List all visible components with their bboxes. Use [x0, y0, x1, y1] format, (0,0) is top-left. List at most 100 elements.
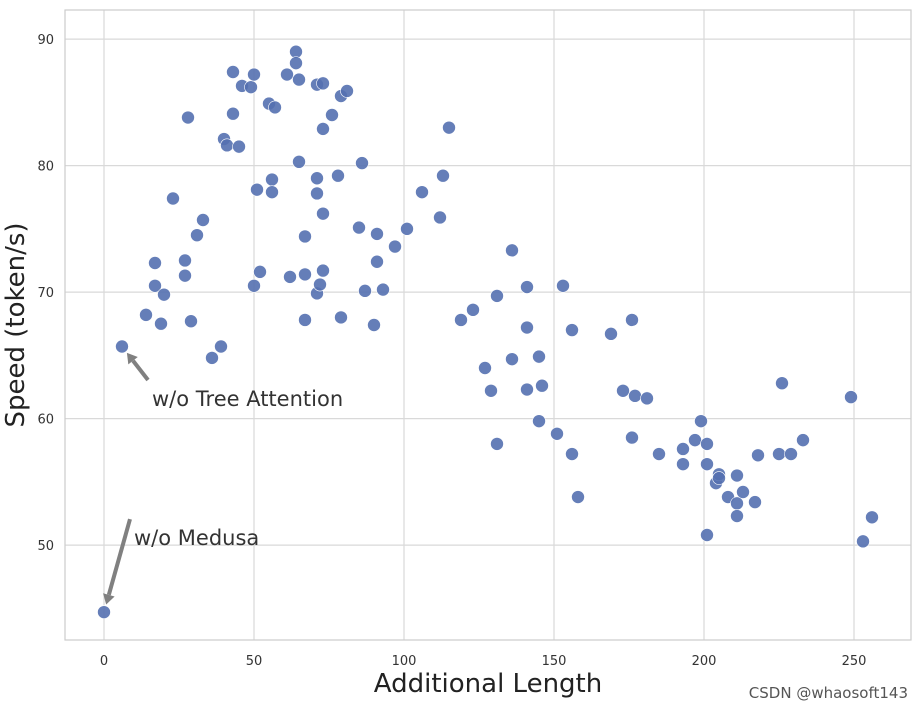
data-point [370, 254, 384, 269]
y-tick-label: 60 [37, 413, 54, 428]
data-point [316, 122, 330, 136]
data-point [736, 485, 750, 499]
data-point [331, 168, 345, 183]
data-point [478, 361, 492, 375]
data-point [232, 139, 246, 154]
data-point [796, 433, 810, 447]
data-point [358, 284, 372, 298]
data-point [865, 510, 879, 525]
data-point [784, 447, 798, 461]
data-point [505, 243, 519, 258]
data-point [196, 213, 210, 227]
data-point [400, 222, 414, 236]
x-tick-label: 150 [542, 654, 567, 669]
data-point [700, 457, 714, 471]
data-point [772, 447, 786, 461]
data-point [466, 303, 480, 317]
data-point [292, 72, 306, 87]
data-point [97, 605, 111, 619]
data-point [310, 186, 324, 201]
data-point [712, 471, 726, 485]
data-point [388, 239, 402, 254]
data-point [616, 383, 630, 398]
data-point [652, 447, 666, 461]
data-point [748, 495, 762, 509]
data-point [520, 280, 534, 294]
data-point [181, 110, 195, 125]
x-tick-label: 100 [392, 654, 417, 669]
data-point [268, 100, 282, 115]
data-point [316, 263, 330, 278]
y-tick-label: 50 [37, 539, 54, 554]
data-point [415, 185, 429, 199]
x-axis-label: Additional Length [374, 669, 602, 699]
data-point [205, 351, 219, 365]
data-point [676, 442, 690, 456]
data-point [730, 496, 744, 511]
data-point [289, 44, 303, 59]
data-point [148, 256, 162, 270]
watermark: CSDN @whaosoft143 [748, 684, 908, 702]
data-point [214, 339, 228, 354]
data-point [571, 490, 585, 504]
data-point [316, 206, 330, 221]
data-point [157, 287, 171, 302]
data-point [265, 185, 279, 199]
data-point [178, 253, 192, 268]
data-point [334, 310, 348, 325]
data-point [625, 313, 639, 327]
data-point [265, 172, 279, 187]
data-point [565, 323, 579, 337]
data-point [532, 414, 546, 428]
data-point [436, 168, 450, 183]
data-point [376, 282, 390, 297]
data-point [556, 278, 570, 293]
data-point [694, 414, 708, 428]
annotation-arrow-shaft [106, 518, 132, 596]
data-point [178, 268, 192, 283]
data-point [550, 426, 564, 441]
data-point [628, 389, 642, 403]
data-point [292, 155, 306, 169]
data-point [688, 433, 702, 447]
data-point [844, 390, 858, 404]
data-point [490, 289, 504, 303]
data-point [730, 468, 744, 483]
data-point [139, 308, 153, 322]
data-point [298, 313, 312, 327]
ticks: 0 50 100 150 200 250 50 60 70 80 90 [37, 33, 866, 669]
data-point [298, 229, 312, 244]
data-point [751, 448, 765, 463]
data-point [367, 318, 381, 332]
data-point [520, 382, 534, 397]
annotation-arrow-head [103, 593, 115, 605]
data-point [154, 316, 168, 331]
data-point [700, 528, 714, 542]
data-point [490, 437, 504, 451]
data-point [184, 314, 198, 329]
points [97, 44, 879, 619]
data-point [775, 376, 789, 390]
data-point [190, 228, 204, 242]
annotation-arrow-head [126, 352, 138, 365]
x-tick-label: 50 [246, 654, 263, 669]
data-point [283, 270, 297, 284]
data-point [352, 220, 366, 235]
data-point [856, 534, 870, 549]
data-point [226, 65, 240, 79]
data-point [226, 106, 240, 121]
data-point [532, 349, 546, 364]
data-point [316, 76, 330, 91]
data-point [340, 84, 354, 98]
data-point [535, 378, 549, 393]
data-point [289, 56, 303, 70]
x-tick-label: 250 [842, 654, 867, 669]
grid [65, 10, 911, 640]
data-point [565, 447, 579, 461]
data-point [505, 352, 519, 366]
data-point [298, 267, 312, 282]
y-tick-label: 70 [37, 286, 54, 301]
y-tick-label: 90 [37, 33, 54, 48]
y-axis-label: Speed (token/s) [1, 222, 31, 427]
